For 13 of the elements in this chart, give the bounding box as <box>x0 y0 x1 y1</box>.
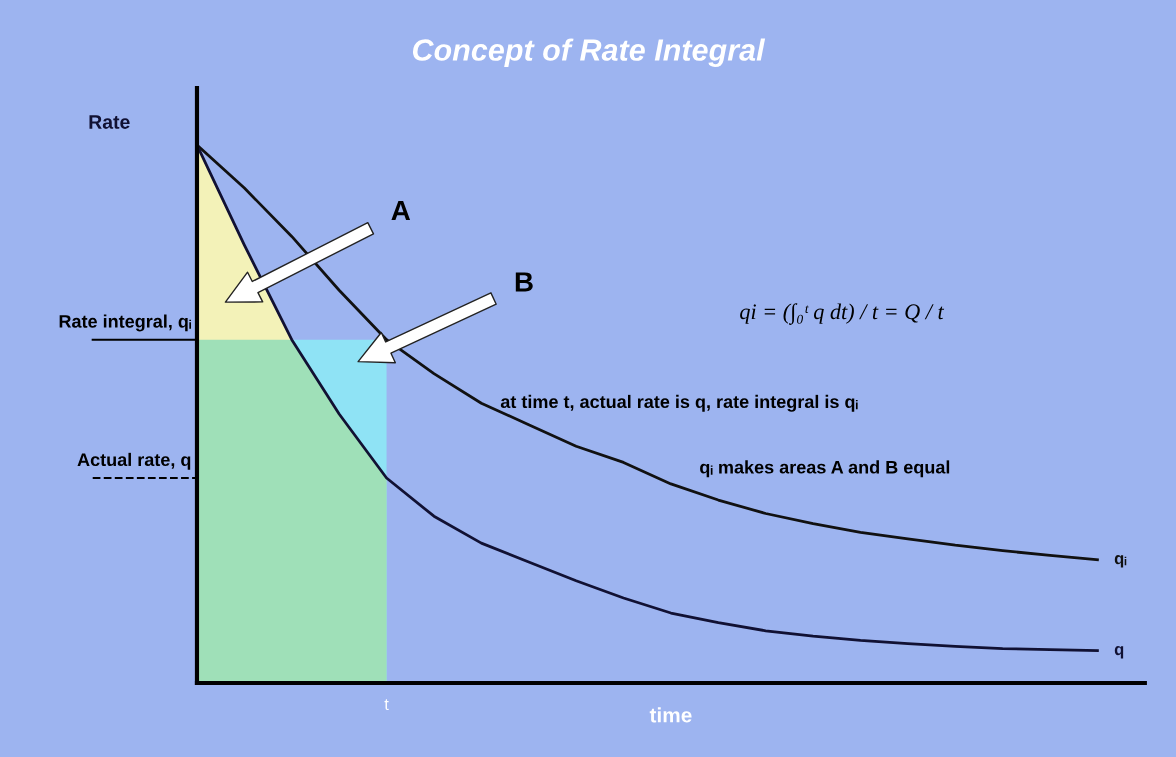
chart-title: Concept of Rate Integral <box>412 38 766 67</box>
annotation: at time t, actual rate is q, rate integral is qᵢ <box>500 394 858 412</box>
annotation: qᵢ makes areas A and B equal <box>700 460 950 478</box>
series-label: q <box>1114 646 1124 659</box>
y-axis-title: Rate <box>89 115 130 129</box>
annotation: A <box>391 200 411 221</box>
ref-line-label: Rate integral, qᵢ <box>59 314 192 332</box>
ref-line-label: Actual rate, q <box>77 452 191 470</box>
annotation: qi = (∫₀ᵗ q dt) / t = Q / t <box>740 303 945 325</box>
x-axis-title: time <box>649 707 692 723</box>
series-label: qᵢ <box>1114 555 1127 568</box>
text: t <box>384 699 389 711</box>
annotation: B <box>515 272 533 292</box>
